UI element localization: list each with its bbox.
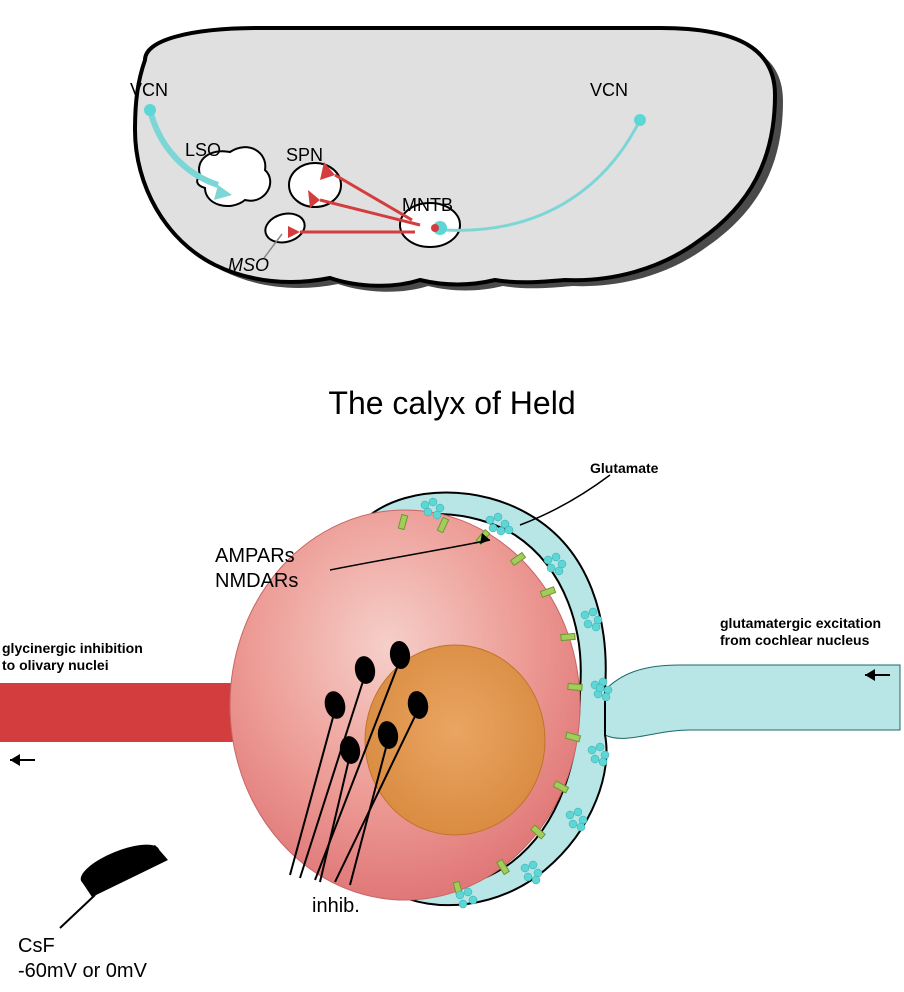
main-title: The calyx of Held — [0, 385, 904, 422]
label-right1: glutamatergic excitation — [720, 615, 881, 631]
brain-slice-diagram — [0, 10, 904, 310]
label-left2: to olivary nuclei — [2, 657, 109, 673]
label-glutamate: Glutamate — [590, 460, 658, 477]
label-lso: LSO — [185, 140, 221, 161]
label-glycinergic: glycinergic inhibition to olivary nuclei — [2, 640, 143, 674]
label-nmdars: NMDARs — [215, 570, 298, 593]
label-right2: from cochlear nucleus — [720, 632, 869, 648]
label-glutamatergic: glutamatergic excitation from cochlear n… — [720, 615, 881, 649]
label-vcn-left: VCN — [130, 80, 168, 101]
label-ampars: AMPARs — [215, 545, 295, 568]
label-csf: CsF — [18, 935, 55, 958]
label-mntb: MNTB — [402, 195, 453, 216]
label-vcn-right: VCN — [590, 80, 628, 101]
label-inhib: inhib. — [312, 895, 360, 918]
synapse-diagram — [0, 430, 904, 990]
diagram-container: VCN VCN LSO SPN MNTB MSO The calyx of He… — [0, 0, 904, 992]
label-left1: glycinergic inhibition — [2, 640, 143, 656]
label-csf2: -60mV or 0mV — [18, 960, 147, 983]
mso-pointer — [262, 230, 292, 260]
label-spn: SPN — [286, 145, 323, 166]
